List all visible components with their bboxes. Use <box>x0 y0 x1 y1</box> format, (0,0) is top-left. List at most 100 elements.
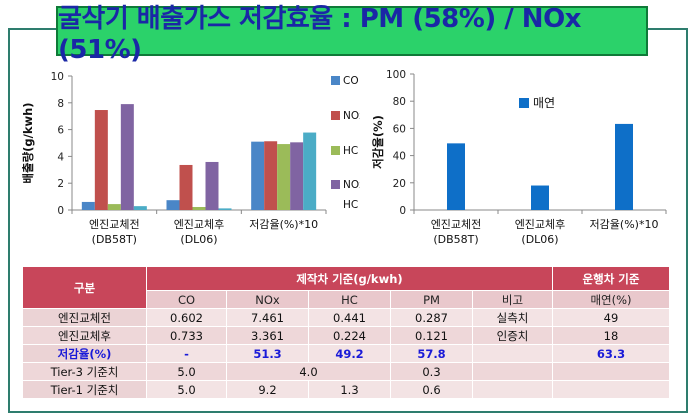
bar-매연 <box>615 123 633 210</box>
bar-매연 <box>447 143 465 210</box>
reduction-bar-chart: 0 20 40 60 80 100 저감율(%) 엔진교체전 (DB58T) 엔진교체후 (DL06… <box>371 69 667 246</box>
table-cell: 5.0 <box>146 380 227 399</box>
bar-CO <box>81 201 95 210</box>
table-cell: 실측치 <box>472 308 553 327</box>
table-cell: 3.361 <box>226 326 309 345</box>
table-cell <box>472 344 553 363</box>
table-cell: 1.3 <box>308 380 391 399</box>
bar-NOx <box>94 110 108 210</box>
table-row: Tier-3 기준치 5.0 4.0 0.3 <box>22 362 670 381</box>
y-axis-title: 배출량(g/kwh) <box>21 102 35 183</box>
bar-HC <box>192 206 206 210</box>
table-cell: 0.3 <box>390 362 473 381</box>
row-label: 엔진교체전 <box>22 308 147 327</box>
table-cell: 인증치 <box>472 326 553 345</box>
x-tick-label: (DB58T) <box>92 233 137 246</box>
table-cell: 0.121 <box>390 326 473 345</box>
table-cell: 0.287 <box>390 308 473 327</box>
table-cell: 51.3 <box>226 344 309 363</box>
table-row: 엔진교체전 0.602 7.461 0.441 0.287 실측치 49 <box>22 308 670 327</box>
table-cell: 0.224 <box>308 326 391 345</box>
x-tick-label: (DB58T) <box>433 233 478 246</box>
bar-매연 <box>531 185 549 210</box>
table-cell: 49 <box>552 308 670 327</box>
table-cell: 57.8 <box>390 344 473 363</box>
table-cell: 5.0 <box>146 362 227 381</box>
y-tick-label: 40 <box>393 151 406 163</box>
bar-NOx <box>179 164 193 210</box>
y-tick-label: 60 <box>393 123 406 135</box>
x-tick-label: 엔진교체전 <box>431 218 482 231</box>
table-row: 엔진교체후 0.733 3.361 0.224 0.121 인증치 18 <box>22 326 670 345</box>
table-cell <box>552 380 670 399</box>
table-cell: 18 <box>552 326 670 345</box>
x-tick-label: (DL06) <box>180 233 217 246</box>
y-tick-label: 100 <box>386 69 406 81</box>
table-cell <box>552 362 670 381</box>
bar-series4 <box>133 206 147 210</box>
y-tick-label: 0 <box>399 205 406 217</box>
bar-NOx+HC <box>205 161 219 210</box>
x-tick-label: 엔진교체후 <box>515 218 566 231</box>
table-cell: 49.2 <box>308 344 391 363</box>
bar-HC <box>107 204 121 210</box>
y-tick-label: 10 <box>51 71 64 83</box>
bar-NOx+HC <box>290 142 304 210</box>
bar-HC <box>277 144 291 210</box>
table-cell: 0.733 <box>146 326 227 345</box>
y-tick-label: 8 <box>57 98 64 110</box>
row-label: 저감율(%) <box>22 344 147 363</box>
table-cell: 0.441 <box>308 308 391 327</box>
bar-CO <box>166 200 180 210</box>
table-row: Tier-1 기준치 5.0 9.2 1.3 0.6 <box>22 380 670 399</box>
table-col-header: 매연(%) <box>552 290 670 309</box>
bar-series4 <box>303 132 317 210</box>
legend-swatch <box>331 111 340 120</box>
table-col-header: 비고 <box>472 290 553 309</box>
table-col-header: PM <box>390 290 473 309</box>
table-col-header: HC <box>308 290 391 309</box>
row-label: Tier-1 기준치 <box>22 380 147 399</box>
table-header-label: 구분 <box>22 266 147 309</box>
row-label: Tier-3 기준치 <box>22 362 147 381</box>
x-tick-label: 저감율(%)*10 <box>249 218 318 231</box>
table-cell: 7.461 <box>226 308 309 327</box>
table-group-manufacture: 제작차 기준(g/kwh) <box>146 266 553 291</box>
legend-swatch <box>331 180 340 189</box>
y-tick-label: 80 <box>393 96 406 108</box>
y-tick-label: 20 <box>393 178 406 190</box>
emissions-table: 구분 제작차 기준(g/kwh) 운행차 기준 CO NOx HC PM 비고 … <box>22 266 670 399</box>
x-tick-label: 엔진교체전 <box>89 218 140 231</box>
legend-swatch <box>331 146 340 155</box>
table-cell: 4.0 <box>226 362 391 381</box>
table-col-header: NOx <box>226 290 309 309</box>
table-cell <box>472 380 553 399</box>
x-tick-label: 저감율(%)*10 <box>590 218 659 231</box>
table-cell: 0.602 <box>146 308 227 327</box>
legend-label: HC <box>343 199 358 211</box>
legend-swatch <box>519 98 529 108</box>
table-cell <box>472 362 553 381</box>
page-title: 굴삭기 배출가스 저감효율 : PM (58%) / NOx (51%) <box>58 3 581 65</box>
y-axis-title: 저감율(%) <box>371 115 385 169</box>
legend-label: CO <box>343 75 359 87</box>
bar-CO <box>251 141 265 210</box>
x-tick-label: 엔진교체후 <box>174 218 225 231</box>
table-cell: - <box>146 344 227 363</box>
title-banner: 굴삭기 배출가스 저감효율 : PM (58%) / NOx (51%) <box>56 4 648 65</box>
x-tick-label: (DL06) <box>521 233 558 246</box>
bar-series4 <box>218 208 232 210</box>
legend-label: NOx+ <box>343 179 360 191</box>
legend-label: 매연 <box>533 96 555 110</box>
legend-label: HC <box>343 145 358 157</box>
row-label: 엔진교체후 <box>22 326 147 345</box>
table-row: 저감율(%) - 51.3 49.2 57.8 63.3 <box>22 344 670 363</box>
bar-NOx <box>264 141 278 210</box>
y-tick-label: 0 <box>57 205 64 217</box>
legend-label: NOx <box>343 110 360 122</box>
table-cell: 0.6 <box>390 380 473 399</box>
bar-NOx+HC <box>120 104 134 210</box>
y-tick-label: 2 <box>57 178 64 190</box>
table-group-operation: 운행차 기준 <box>552 266 670 291</box>
y-tick-label: 4 <box>57 151 64 163</box>
